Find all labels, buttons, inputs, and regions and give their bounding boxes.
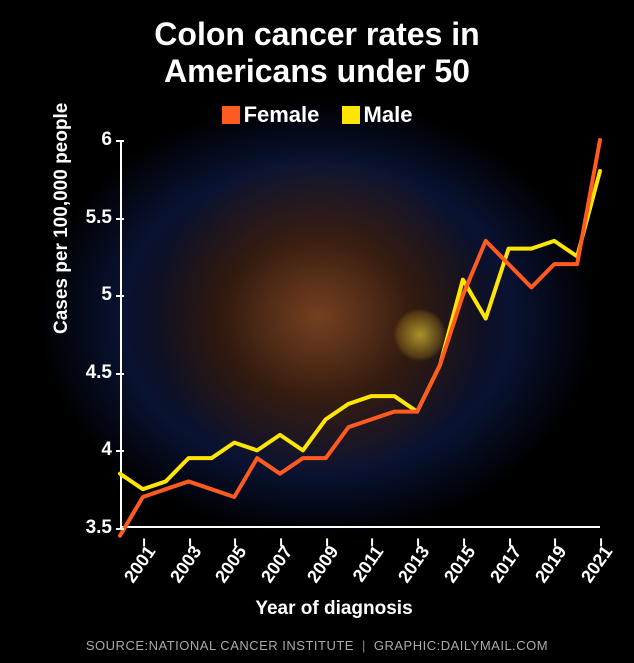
chart-title: Colon cancer rates in Americans under 50	[0, 16, 634, 90]
y-tick: 5.5	[64, 207, 112, 229]
x-tick: 2015	[438, 542, 480, 590]
x-tick: 2019	[529, 542, 571, 590]
x-tick: 2007	[255, 542, 297, 590]
chart-area: Cases per 100,000 people 3.544.555.56 20…	[54, 134, 614, 614]
legend-label-female: Female	[244, 102, 320, 127]
chart-frame: Colon cancer rates in Americans under 50…	[0, 0, 634, 663]
legend: Female Male	[0, 102, 634, 128]
source-bar: SOURCE: NATIONAL CANCER INSTITUTE | GRAP…	[0, 627, 634, 663]
y-tick: 6	[64, 129, 112, 151]
title-line-2: Americans under 50	[164, 53, 470, 89]
x-tick: 2021	[575, 542, 617, 590]
y-tick: 4.5	[64, 362, 112, 384]
credit-name: DAILYMAIL.COM	[441, 638, 548, 653]
legend-swatch-male	[342, 106, 360, 124]
x-tick: 2013	[392, 542, 434, 590]
legend-item-female: Female	[222, 102, 326, 127]
credit-prefix: GRAPHIC:	[374, 638, 441, 653]
x-tick: 2001	[118, 542, 160, 590]
series-female-line	[120, 140, 600, 536]
legend-label-male: Male	[364, 102, 413, 127]
series-male-line	[120, 171, 600, 489]
line-series-svg	[120, 140, 600, 528]
legend-swatch-female	[222, 106, 240, 124]
x-tick: 2003	[163, 542, 205, 590]
x-tick: 2005	[209, 542, 251, 590]
source-name: NATIONAL CANCER INSTITUTE	[149, 638, 354, 653]
x-tick: 2017	[483, 542, 525, 590]
x-axis-label: Year of diagnosis	[54, 598, 614, 620]
x-tick: 2009	[300, 542, 342, 590]
x-tick: 2011	[346, 542, 388, 590]
source-prefix: SOURCE:	[86, 638, 149, 653]
source-separator: |	[362, 638, 366, 653]
legend-item-male: Male	[342, 102, 413, 127]
y-tick: 5	[64, 284, 112, 306]
title-line-1: Colon cancer rates in	[154, 16, 479, 52]
y-tick: 3.5	[64, 517, 112, 539]
y-tick: 4	[64, 439, 112, 461]
